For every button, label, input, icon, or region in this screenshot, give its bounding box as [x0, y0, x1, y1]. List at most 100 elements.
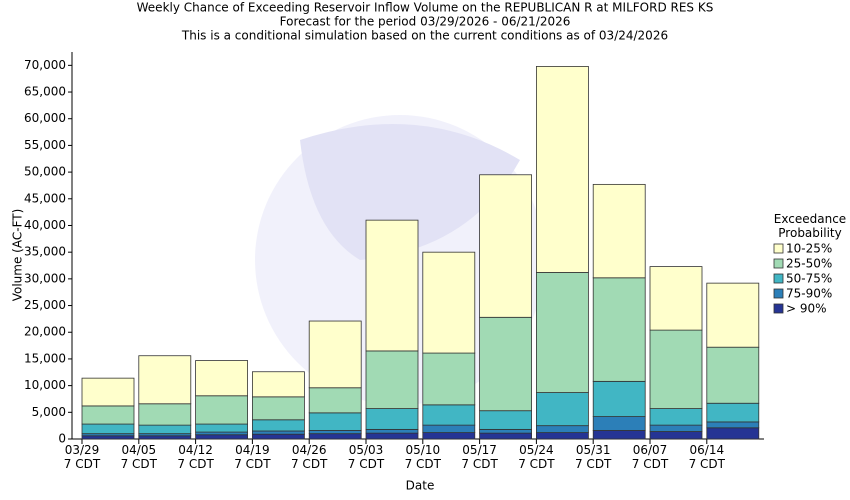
- bar-segment: [706, 282, 760, 348]
- bar-segment: [308, 387, 362, 414]
- bar-segment: [251, 430, 305, 435]
- bar-segment: [138, 424, 192, 435]
- legend-swatch: [773, 288, 784, 299]
- legend-swatch: [773, 258, 784, 269]
- bar-segment: [422, 251, 476, 354]
- bar-segment: [479, 432, 533, 440]
- bar-segment: [422, 424, 476, 433]
- y-tick-label: 10,000: [24, 378, 66, 392]
- bar-segment: [479, 316, 533, 412]
- legend-title: Exceedance Probability: [773, 212, 847, 240]
- bar-segment: [649, 408, 703, 426]
- chart-subtitle: This is a conditional simulation based o…: [181, 29, 668, 43]
- bar-segment: [251, 433, 305, 440]
- bar-segment: [81, 423, 135, 435]
- bar-segment: [536, 272, 589, 393]
- x-tick-label: 06/14 7 CDT: [688, 443, 725, 471]
- y-tick-label: 15,000: [24, 351, 66, 365]
- bar-segment: [195, 431, 249, 436]
- bar-segment: [592, 380, 646, 417]
- y-tick-label: 70,000: [24, 58, 66, 72]
- bar-segment: [365, 219, 419, 352]
- y-tick-label: 30,000: [24, 271, 66, 285]
- bar-segment: [536, 432, 589, 440]
- bar-segment: [536, 66, 589, 273]
- bar-segment: [706, 427, 760, 440]
- bar-segment: [138, 435, 192, 440]
- legend-label: 75-90%: [786, 287, 832, 301]
- y-axis-label: Volume (AC-FT): [11, 209, 25, 302]
- x-tick-label: 04/12 7 CDT: [177, 443, 214, 471]
- bar-segment: [308, 433, 362, 440]
- bar-segment: [422, 404, 476, 426]
- x-tick-label: 05/31 7 CDT: [574, 443, 612, 471]
- x-axis-label: Date: [406, 479, 435, 493]
- y-tick-label: 20,000: [24, 325, 66, 339]
- y-tick-label: 65,000: [24, 85, 66, 99]
- legend-swatch: [773, 303, 784, 314]
- bar-segment: [479, 428, 533, 434]
- legend-label: 50-75%: [786, 272, 832, 286]
- y-tick-label: 40,000: [24, 218, 66, 232]
- chart-title: Weekly Chance of Exceeding Reservoir Inf…: [137, 1, 714, 15]
- x-tick-label: 04/05 7 CDT: [120, 443, 157, 471]
- bar-segment: [365, 432, 419, 440]
- x-tick-label: 05/17 7 CDT: [461, 443, 498, 471]
- bar-segment: [365, 428, 419, 434]
- bar-segment: [81, 377, 135, 407]
- x-tick-label: 04/26 7 CDT: [290, 443, 328, 471]
- bar-segment: [251, 396, 305, 421]
- bar-segment: [195, 423, 249, 433]
- bar-segment: [195, 395, 249, 425]
- bar-segment: [706, 346, 760, 404]
- legend-label: > 90%: [786, 302, 827, 316]
- bar-segment: [365, 408, 419, 430]
- x-tick-label: 04/19 7 CDT: [234, 443, 271, 471]
- bar-segment: [138, 355, 192, 405]
- bar-segment: [138, 403, 192, 426]
- bar-segment: [365, 350, 419, 409]
- bar-segment: [649, 431, 703, 440]
- y-tick-label: 55,000: [24, 138, 66, 152]
- bar-segment: [479, 410, 533, 430]
- y-tick-label: 35,000: [24, 245, 66, 259]
- bar-segment: [592, 416, 646, 431]
- x-tick-label: 06/07 7 CDT: [631, 443, 669, 471]
- bar-segment: [81, 405, 135, 425]
- bar-segment: [81, 435, 135, 440]
- bar-segment: [422, 352, 476, 406]
- bar-segment: [536, 392, 589, 427]
- bar-segment: [422, 432, 476, 440]
- bar-segment: [706, 421, 760, 429]
- x-tick-label: 05/24 7 CDT: [518, 443, 555, 471]
- bar-segment: [649, 424, 703, 432]
- bar-segment: [251, 371, 305, 398]
- y-tick-label: 25,000: [24, 298, 66, 312]
- x-tick-label: 03/29 7 CDT: [63, 443, 101, 471]
- y-tick-label: 60,000: [24, 111, 66, 125]
- y-tick-label: 5,000: [32, 405, 66, 419]
- bar-segment: [592, 277, 646, 382]
- legend-label: 25-50%: [786, 257, 832, 271]
- bar-segment: [479, 174, 533, 318]
- bar-segment: [536, 425, 589, 433]
- bar-segment: [592, 183, 646, 279]
- legend-swatch: [773, 243, 784, 254]
- bar-segment: [706, 402, 760, 423]
- bar-segment: [251, 419, 305, 432]
- bar-segment: [592, 430, 646, 440]
- bar-segment: [195, 360, 249, 397]
- y-tick-label: 45,000: [24, 191, 66, 205]
- y-tick-label: 50,000: [24, 165, 66, 179]
- bar-segment: [308, 320, 362, 389]
- y-tick-label: 0: [58, 432, 66, 446]
- bar-segment: [308, 412, 362, 431]
- chart-subtitle: Forecast for the period 03/29/2026 - 06/…: [280, 15, 571, 29]
- bar-segment: [649, 266, 703, 331]
- bar-segment: [649, 329, 703, 409]
- legend-swatch: [773, 273, 784, 284]
- x-tick-label: 05/03 7 CDT: [347, 443, 385, 471]
- x-tick-label: 05/10 7 CDT: [404, 443, 441, 471]
